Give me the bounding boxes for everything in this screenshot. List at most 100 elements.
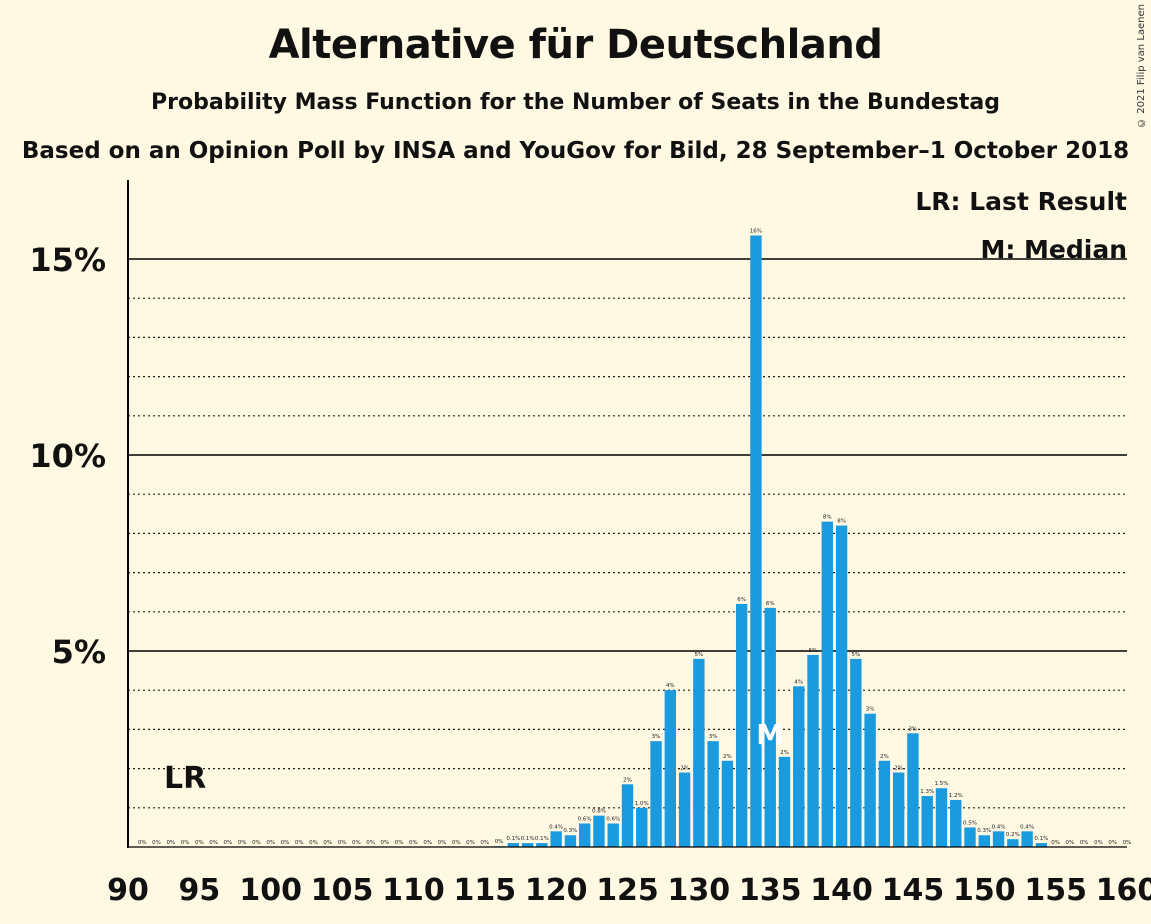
bar — [621, 784, 634, 847]
bar — [607, 823, 619, 847]
bar-value-label: 5% — [809, 648, 818, 654]
bar — [735, 603, 748, 847]
x-tick-label: 130 — [668, 873, 731, 908]
bar — [921, 796, 933, 847]
bar-value-label: 16% — [750, 228, 762, 234]
x-tick-labels: 90 95 100 105 110 115 120 125 130 135 140 145 150 155… — [107, 873, 1151, 908]
bar-value-label: 0.3% — [977, 828, 991, 834]
bar-value-label: 5% — [694, 652, 703, 658]
bar — [578, 823, 591, 847]
bar — [564, 835, 577, 847]
bar-value-label: 0% — [381, 840, 390, 846]
annotations: LR M — [164, 718, 784, 796]
bar-value-label: 0.6% — [578, 816, 592, 822]
bar-value-label: 2% — [680, 766, 689, 772]
bar-value-label: 0% — [1080, 840, 1089, 846]
bar — [664, 690, 677, 847]
bar-value-label: 0% — [352, 840, 361, 846]
x-tick-label: 140 — [810, 873, 873, 908]
bar-value-label: 0% — [138, 840, 147, 846]
bar — [636, 807, 648, 847]
bar-value-label: 0% — [395, 840, 404, 846]
bar — [807, 654, 819, 847]
bar-value-label: 0% — [252, 840, 261, 846]
x-tick-label: 125 — [596, 873, 659, 908]
chart-title: Alternative für Deutschland — [268, 22, 883, 68]
bar — [950, 799, 962, 847]
bar-value-label: 0% — [281, 840, 290, 846]
x-tick-label: 135 — [739, 873, 802, 908]
bar — [978, 835, 990, 847]
bar — [750, 235, 762, 848]
bar-value-label: 0.4% — [1020, 824, 1034, 830]
bar-value-label: 0.1% — [535, 836, 549, 842]
bar-value-label: 1.0% — [635, 801, 649, 807]
bar-value-label: 5% — [851, 652, 860, 658]
bar-value-label: 1.5% — [934, 781, 948, 787]
bar-value-label: 0% — [423, 840, 432, 846]
bar — [793, 686, 805, 847]
x-tick-label: 105 — [311, 873, 374, 908]
bar — [707, 741, 719, 847]
bar-value-label: 0% — [224, 840, 233, 846]
bar — [536, 843, 548, 847]
bar-value-label: 0% — [323, 840, 332, 846]
x-tick-label: 115 — [453, 873, 516, 908]
bar-value-label: 0% — [166, 840, 175, 846]
bar — [935, 788, 948, 847]
bar — [850, 658, 862, 847]
x-tick-label: 110 — [382, 873, 445, 908]
bars — [493, 235, 1048, 848]
bar-value-label: 0% — [366, 840, 375, 846]
bar-value-label: 0% — [1094, 840, 1103, 846]
legend-entry: LR: Last Result — [915, 187, 1127, 216]
bar-value-label: 0% — [181, 840, 190, 846]
bar-value-labels: 0% 0% 0% 0% 0% 0% 0% 0% 0% 0% 0% 0% 0% 0% 0% 0% 0% 0% 0% 0%… — [138, 228, 1131, 846]
bar-value-label: 3% — [909, 726, 918, 732]
bar-value-label: 1.2% — [949, 793, 963, 799]
bar-value-label: 0.1% — [521, 836, 535, 842]
bar — [835, 525, 848, 847]
bar-value-label: 0% — [266, 840, 275, 846]
bar — [650, 741, 662, 847]
bar-value-label: 8% — [823, 515, 832, 521]
bar-value-label: 4% — [794, 679, 803, 685]
bar-value-label: 0% — [1108, 840, 1117, 846]
bar-value-label: 0% — [438, 840, 447, 846]
x-tick-label: 160 — [1096, 873, 1151, 908]
bar — [1007, 839, 1019, 847]
bar-value-label: 0.3% — [563, 828, 577, 834]
bar — [593, 815, 605, 847]
y-tick-label: 10% — [29, 437, 106, 475]
bar — [778, 756, 791, 847]
bar — [521, 843, 534, 847]
bar-value-label: 0% — [209, 840, 218, 846]
bar-value-label: 0% — [466, 840, 475, 846]
bar — [892, 772, 905, 847]
bar — [721, 760, 734, 847]
bar-value-label: 0.4% — [992, 824, 1006, 830]
gridlines — [128, 258, 1127, 809]
y-tick-label: 5% — [52, 633, 106, 671]
x-tick-label: 145 — [882, 873, 945, 908]
bar-value-label: 0.8% — [592, 809, 606, 815]
bar-value-label: 2% — [780, 750, 789, 756]
bar — [878, 760, 891, 847]
bar — [764, 607, 776, 847]
bar-value-label: 3% — [709, 734, 718, 740]
bar-value-label: 0% — [1051, 840, 1060, 846]
bar-value-label: 4% — [666, 683, 675, 689]
bar-value-label: 3% — [866, 707, 875, 713]
chart-subtitle: Probability Mass Function for the Number… — [151, 90, 1000, 115]
bar-value-label: 0% — [1066, 840, 1075, 846]
y-tick-labels: 5% 10% 15% — [29, 241, 106, 671]
bar-value-label: 6% — [766, 601, 775, 607]
bar — [821, 521, 833, 847]
bar-value-label: 0.6% — [606, 816, 620, 822]
bar — [1035, 843, 1048, 847]
bar — [678, 772, 691, 847]
legend-entry: M: Median — [980, 235, 1127, 264]
x-tick-label: 120 — [525, 873, 588, 908]
bar — [507, 843, 520, 847]
